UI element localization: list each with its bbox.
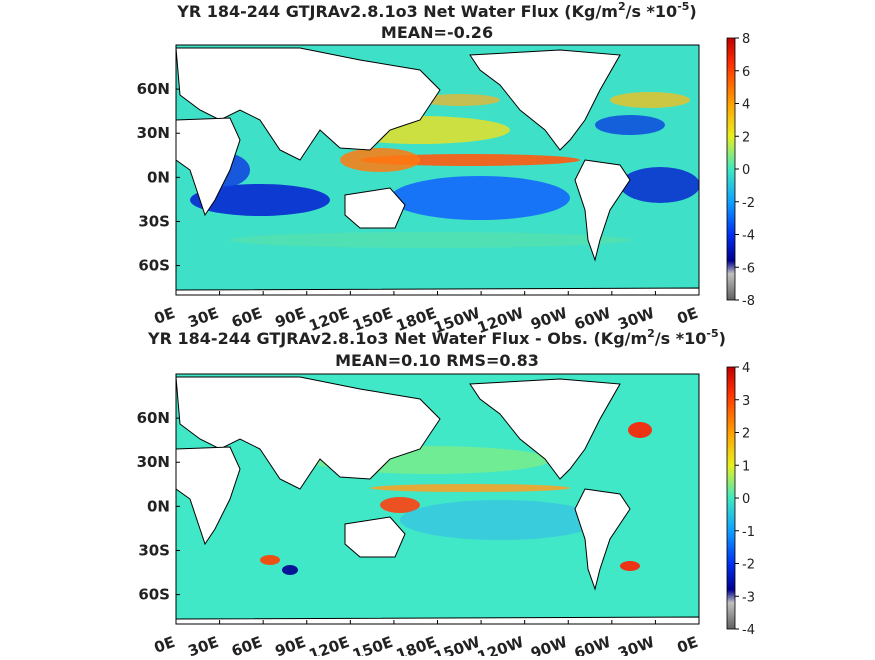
x-tick-label: 0E <box>152 633 178 656</box>
panel-2-map <box>176 374 699 624</box>
x-tick-label: 120W <box>475 633 527 656</box>
south-pacific-bias <box>400 500 600 540</box>
colorbar-tick-label: 0 <box>742 163 750 178</box>
x-tick-label: 0E <box>152 304 178 328</box>
south-atlantic-low <box>620 167 699 203</box>
colorbar-tick-label: 6 <box>742 65 750 80</box>
x-tick-label: 90W <box>528 633 570 656</box>
y-tick-label: 0N <box>147 497 170 515</box>
south-america <box>574 488 631 591</box>
southern-indian-low <box>282 565 298 575</box>
north-atlantic-low <box>595 115 665 135</box>
x-tick-label: 60E <box>229 304 264 332</box>
colorbar-tick-label: -4 <box>742 229 755 244</box>
panel-1-subtitle: MEAN=-0.26 <box>381 23 493 42</box>
panel-2-colorbar <box>726 366 736 630</box>
x-tick-label: 30E <box>186 304 221 332</box>
panel-1: YR 184-244 GTJRAv2.8.1o3 Net Water Flux … <box>137 0 755 337</box>
colorbar-tick-label: -3 <box>742 590 755 605</box>
colorbar-tick-label: 4 <box>742 98 750 113</box>
warm-pool-max <box>340 148 420 172</box>
gulf-stream-bias <box>628 422 652 438</box>
panel-2-subtitle: MEAN=0.10 RMS=0.83 <box>335 351 539 370</box>
south-america <box>574 159 631 262</box>
y-tick-label: 60N <box>137 409 170 427</box>
y-tick-label: 60S <box>138 257 170 275</box>
colorbar-tick-label: -2 <box>742 558 755 573</box>
y-tick-label: 30N <box>137 124 170 142</box>
itcz-bias <box>370 484 570 492</box>
x-tick-label: 150E <box>350 633 395 656</box>
north-america <box>469 49 621 151</box>
colorbar-tick-label: -2 <box>742 196 755 211</box>
y-tick-label: 0N <box>147 168 170 186</box>
x-tick-label: 90E <box>273 304 308 332</box>
y-tick-label: 30S <box>138 212 170 230</box>
panel-2-y-ticks: 60N 30N 0N 30S 60S <box>137 409 180 604</box>
colorbar-tick-label: 2 <box>742 427 750 442</box>
x-tick-label: 30W <box>615 633 657 656</box>
maritime-bias <box>380 497 420 513</box>
colorbar-tick-label: 8 <box>742 32 750 47</box>
australia <box>344 187 406 229</box>
north-america <box>469 378 621 480</box>
colorbar-tick-label: -6 <box>742 261 755 276</box>
x-tick-label: 0E <box>675 304 701 328</box>
australia <box>344 516 406 558</box>
colorbar-tick-label: -4 <box>742 623 755 638</box>
y-tick-label: 30N <box>137 453 170 471</box>
colorbar-tick-label: -8 <box>742 294 755 309</box>
indian-ocean-low <box>190 184 330 216</box>
x-tick-label: 0E <box>675 633 701 656</box>
colorbar-tick-label: 4 <box>742 361 750 376</box>
africa <box>176 117 241 217</box>
africa <box>176 446 241 546</box>
panel-2-title: YR 184-244 GTJRAv2.8.1o3 Net Water Flux … <box>147 327 726 348</box>
panel-1-colorbar <box>726 37 736 301</box>
gulf-stream-high <box>610 92 690 108</box>
panel-1-colorbar-ticks: 8 6 4 2 0 -2 -4 -6 -8 <box>735 32 755 309</box>
panel-2-colorbar-ticks: 4 3 2 1 0 -1 -2 -3 -4 <box>735 361 755 638</box>
colorbar-tick-label: 3 <box>742 394 750 409</box>
x-tick-label: 60W <box>572 633 614 656</box>
panel-1-map <box>176 45 699 295</box>
x-tick-label: 120E <box>306 633 351 656</box>
colorbar-tick-label: -1 <box>742 525 755 540</box>
panel-1-title: YR 184-244 GTJRAv2.8.1o3 Net Water Flux … <box>176 0 696 21</box>
brazil-malvinas-bias <box>620 561 640 571</box>
y-tick-label: 60S <box>138 586 170 604</box>
y-tick-label: 30S <box>138 541 170 559</box>
y-tick-label: 60N <box>137 80 170 98</box>
colorbar-tick-label: 2 <box>742 130 750 145</box>
colorbar-tick-label: 1 <box>742 459 750 474</box>
panel-1-y-ticks: 60N 30N 0N 30S 60S <box>137 80 180 275</box>
x-tick-label: 90E <box>273 633 308 656</box>
x-tick-label: 60E <box>229 633 264 656</box>
x-tick-label: 30E <box>186 633 221 656</box>
agulhas-bias <box>260 555 280 565</box>
southern-ocean-band <box>230 232 630 248</box>
colorbar-tick-label: 0 <box>742 492 750 507</box>
kuroshio-high <box>420 94 500 106</box>
se-pacific-low <box>390 176 570 220</box>
panel-2: YR 184-244 GTJRAv2.8.1o3 Net Water Flux … <box>137 327 755 660</box>
